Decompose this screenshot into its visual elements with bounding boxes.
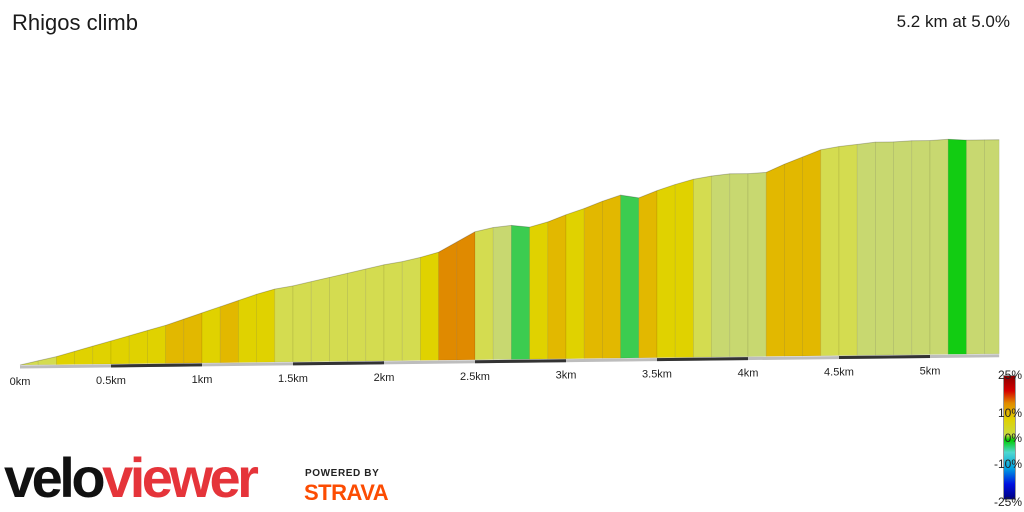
gradient-band (747, 172, 767, 357)
gradient-band (856, 141, 876, 356)
gradient-band (838, 144, 858, 356)
gradient-band (492, 224, 512, 360)
gradient-band (765, 163, 785, 357)
gradient-band (474, 227, 494, 361)
gradient-band (911, 140, 931, 356)
x-tick-label: 2km (374, 372, 395, 384)
x-tick-labels: 0km 0.5km 1km 1.5km 2km 2.5km 3km 3.5km 4km 4.5km… (10, 366, 941, 389)
x-tick-label: 2.5km (460, 371, 490, 383)
gradient-band (802, 149, 822, 357)
x-tick-label: 5km (920, 366, 941, 378)
profile-outline (19, 138, 1000, 366)
x-tick-label: 0km (10, 376, 31, 388)
x-tick-label: 4.5km (824, 367, 854, 379)
gradient-band (183, 312, 203, 364)
gradient-band (329, 272, 348, 362)
gradient-band (347, 268, 367, 362)
gradient-band (511, 224, 530, 360)
powered-by-label: POWERED BY (305, 468, 380, 479)
gradient-band (893, 140, 913, 356)
gradient-band (256, 288, 276, 363)
gradient-band (638, 190, 658, 359)
gradient-band (547, 214, 567, 360)
gradient-band (875, 141, 894, 356)
gradient-band (92, 340, 112, 365)
scale-label-25: 25% (997, 368, 1022, 382)
veloviewer-logo[interactable]: veloviewer (4, 446, 259, 509)
scale-label-0: 0% (1004, 431, 1022, 445)
gradient-band (238, 293, 257, 363)
axis-segment (474, 359, 567, 364)
axis-segment (110, 363, 203, 368)
axis-segment (292, 361, 385, 366)
strava-logo[interactable]: STRAVA (304, 480, 389, 505)
gradient-band (602, 194, 621, 359)
x-tick-label: 4km (738, 368, 759, 380)
gradient-band (966, 139, 985, 355)
gradient-band (383, 261, 403, 362)
gradient-band (438, 241, 458, 361)
gradient-band (565, 208, 585, 360)
gradient-band (310, 277, 330, 362)
gradient-band (820, 146, 840, 357)
gradient-band (165, 318, 185, 364)
gradient-band (784, 156, 803, 357)
x-tick-label: 1km (192, 374, 213, 386)
gradient-band (693, 175, 712, 358)
gradient-band (201, 306, 221, 364)
x-tick-label: 3km (556, 370, 577, 382)
gradient-band (274, 285, 294, 363)
gradient-band (674, 178, 694, 358)
x-tick-label: 3.5km (642, 369, 672, 381)
gradient-band (128, 330, 148, 365)
gradient-band (219, 300, 239, 363)
axis-segment (838, 355, 931, 360)
x-tick-label: 0.5km (96, 375, 126, 387)
gradient-bands (19, 138, 1000, 366)
gradient-band (37, 356, 57, 366)
gradient-band (529, 221, 549, 360)
scale-label-neg10: -10% (993, 457, 1022, 471)
chart-title: Rhigos climb (12, 10, 138, 35)
gradient-band (711, 173, 731, 358)
gradient-band (420, 251, 439, 361)
gradient-band (984, 139, 1000, 355)
gradient-band (292, 281, 312, 363)
gradient-band (365, 264, 385, 362)
scale-label-neg25: -25% (993, 495, 1022, 509)
scale-label-10: 10% (997, 406, 1022, 420)
gradient-band (729, 173, 749, 358)
gradient-band (947, 138, 967, 355)
climb-summary: 5.2 km at 5.0% (896, 12, 1010, 31)
gradient-band (401, 257, 421, 361)
gradient-band (456, 231, 476, 361)
gradient-band (620, 194, 640, 359)
gradient-band (56, 350, 75, 365)
gradient-band (147, 324, 166, 364)
gradient-band (929, 138, 949, 355)
gradient-band (656, 184, 676, 358)
axis-segment (656, 357, 749, 362)
gradient-color-scale (1003, 375, 1016, 500)
x-tick-label: 1.5km (278, 373, 308, 385)
gradient-band (583, 200, 603, 359)
distance-axis (19, 354, 1000, 369)
